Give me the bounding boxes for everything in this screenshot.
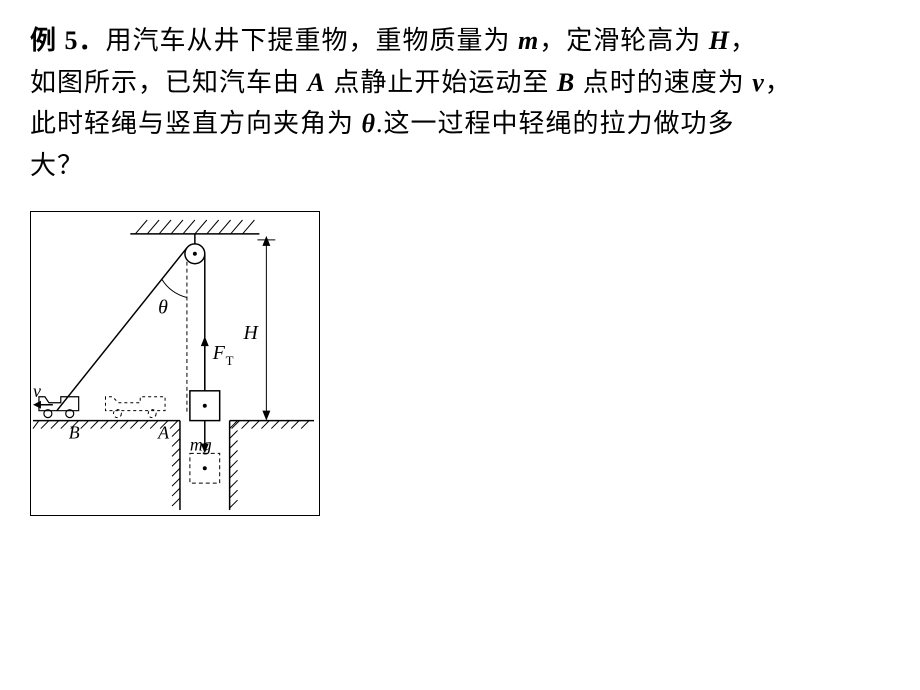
force-sub-label: T — [226, 353, 234, 368]
example-label: 例 5． — [30, 26, 106, 55]
height-label: H — [243, 323, 260, 345]
weight-label: mg — [190, 435, 212, 455]
text-1-1: 用汽车从井下提重物，重物质量为 — [106, 26, 519, 55]
var-A: A — [308, 68, 326, 97]
force-label: F — [212, 342, 226, 364]
text-2-2: 点静止开始运动至 — [326, 68, 557, 97]
var-B: B — [557, 68, 575, 97]
physics-diagram: θ F T mg v — [30, 211, 320, 516]
var-H: H — [709, 26, 730, 55]
velocity-label: v — [33, 381, 41, 401]
text-2-3: 点时的速度为 — [575, 68, 752, 97]
text-1-2: ，定滑轮高为 — [539, 26, 709, 55]
text-3-2: .这一过程中轻绳的拉力做功多 — [376, 109, 735, 138]
text-3-1: 此时轻绳与竖直方向夹角为 — [30, 109, 362, 138]
var-theta: θ — [362, 109, 377, 138]
var-v: v — [752, 68, 765, 97]
text-2-4: ， — [765, 68, 792, 97]
point-a-label: A — [157, 423, 169, 443]
text-4: 大？ — [30, 151, 84, 180]
point-b-label: B — [69, 423, 80, 443]
theta-label: θ — [158, 297, 168, 319]
text-2-1: 如图所示，已知汽车由 — [30, 68, 308, 97]
var-m: m — [518, 26, 539, 55]
problem-statement: 例 5．用汽车从井下提重物，重物质量为 m，定滑轮高为 H， 如图所示，已知汽车… — [30, 20, 890, 186]
text-1-3: ， — [730, 26, 757, 55]
